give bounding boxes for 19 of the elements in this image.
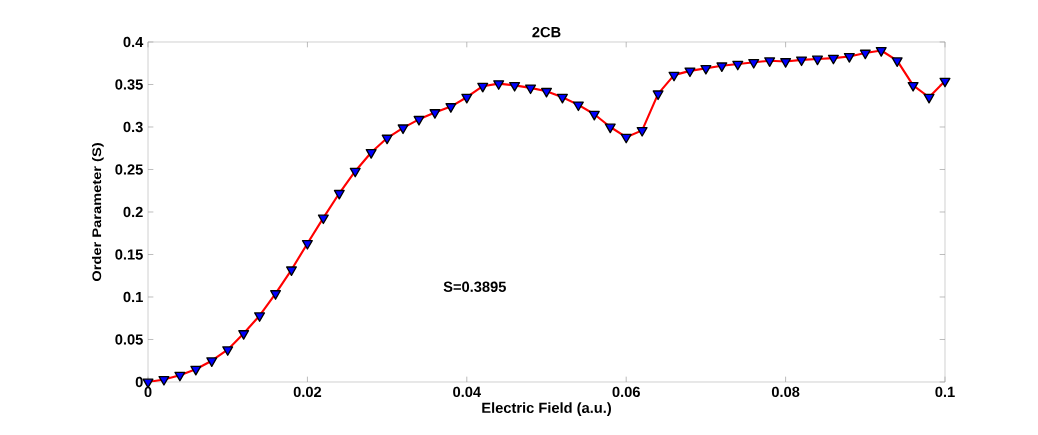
y-tick-label: 0.25 [115,164,143,175]
y-tick-label: 0.2 [123,206,143,218]
y-tick-label: 0 [135,376,143,388]
y-tick-label: 0.1 [123,291,143,303]
y-tick-label: 0.3 [123,121,143,133]
x-tick-label: 0.02 [293,386,322,398]
x-tick-label: 0 [144,386,152,398]
y-tick-label: 0.4 [123,36,144,48]
x-tick-label: 0.1 [935,386,955,398]
x-tick-label: 0.04 [453,386,481,398]
y-tick-label: 0.15 [115,249,143,260]
y-tick-label: 0.05 [115,334,143,345]
y-tick-label: 0.35 [115,79,143,90]
x-tick-label: 0.06 [612,386,640,398]
x-tick-label: 0.08 [771,386,800,398]
chart-title: 2CB [532,26,561,38]
annotation: S=0.3895 [443,281,506,292]
x-axis-title: Electric Field (a.u.) [482,402,611,416]
y-axis-title: Order Parameter (S) [92,143,104,282]
